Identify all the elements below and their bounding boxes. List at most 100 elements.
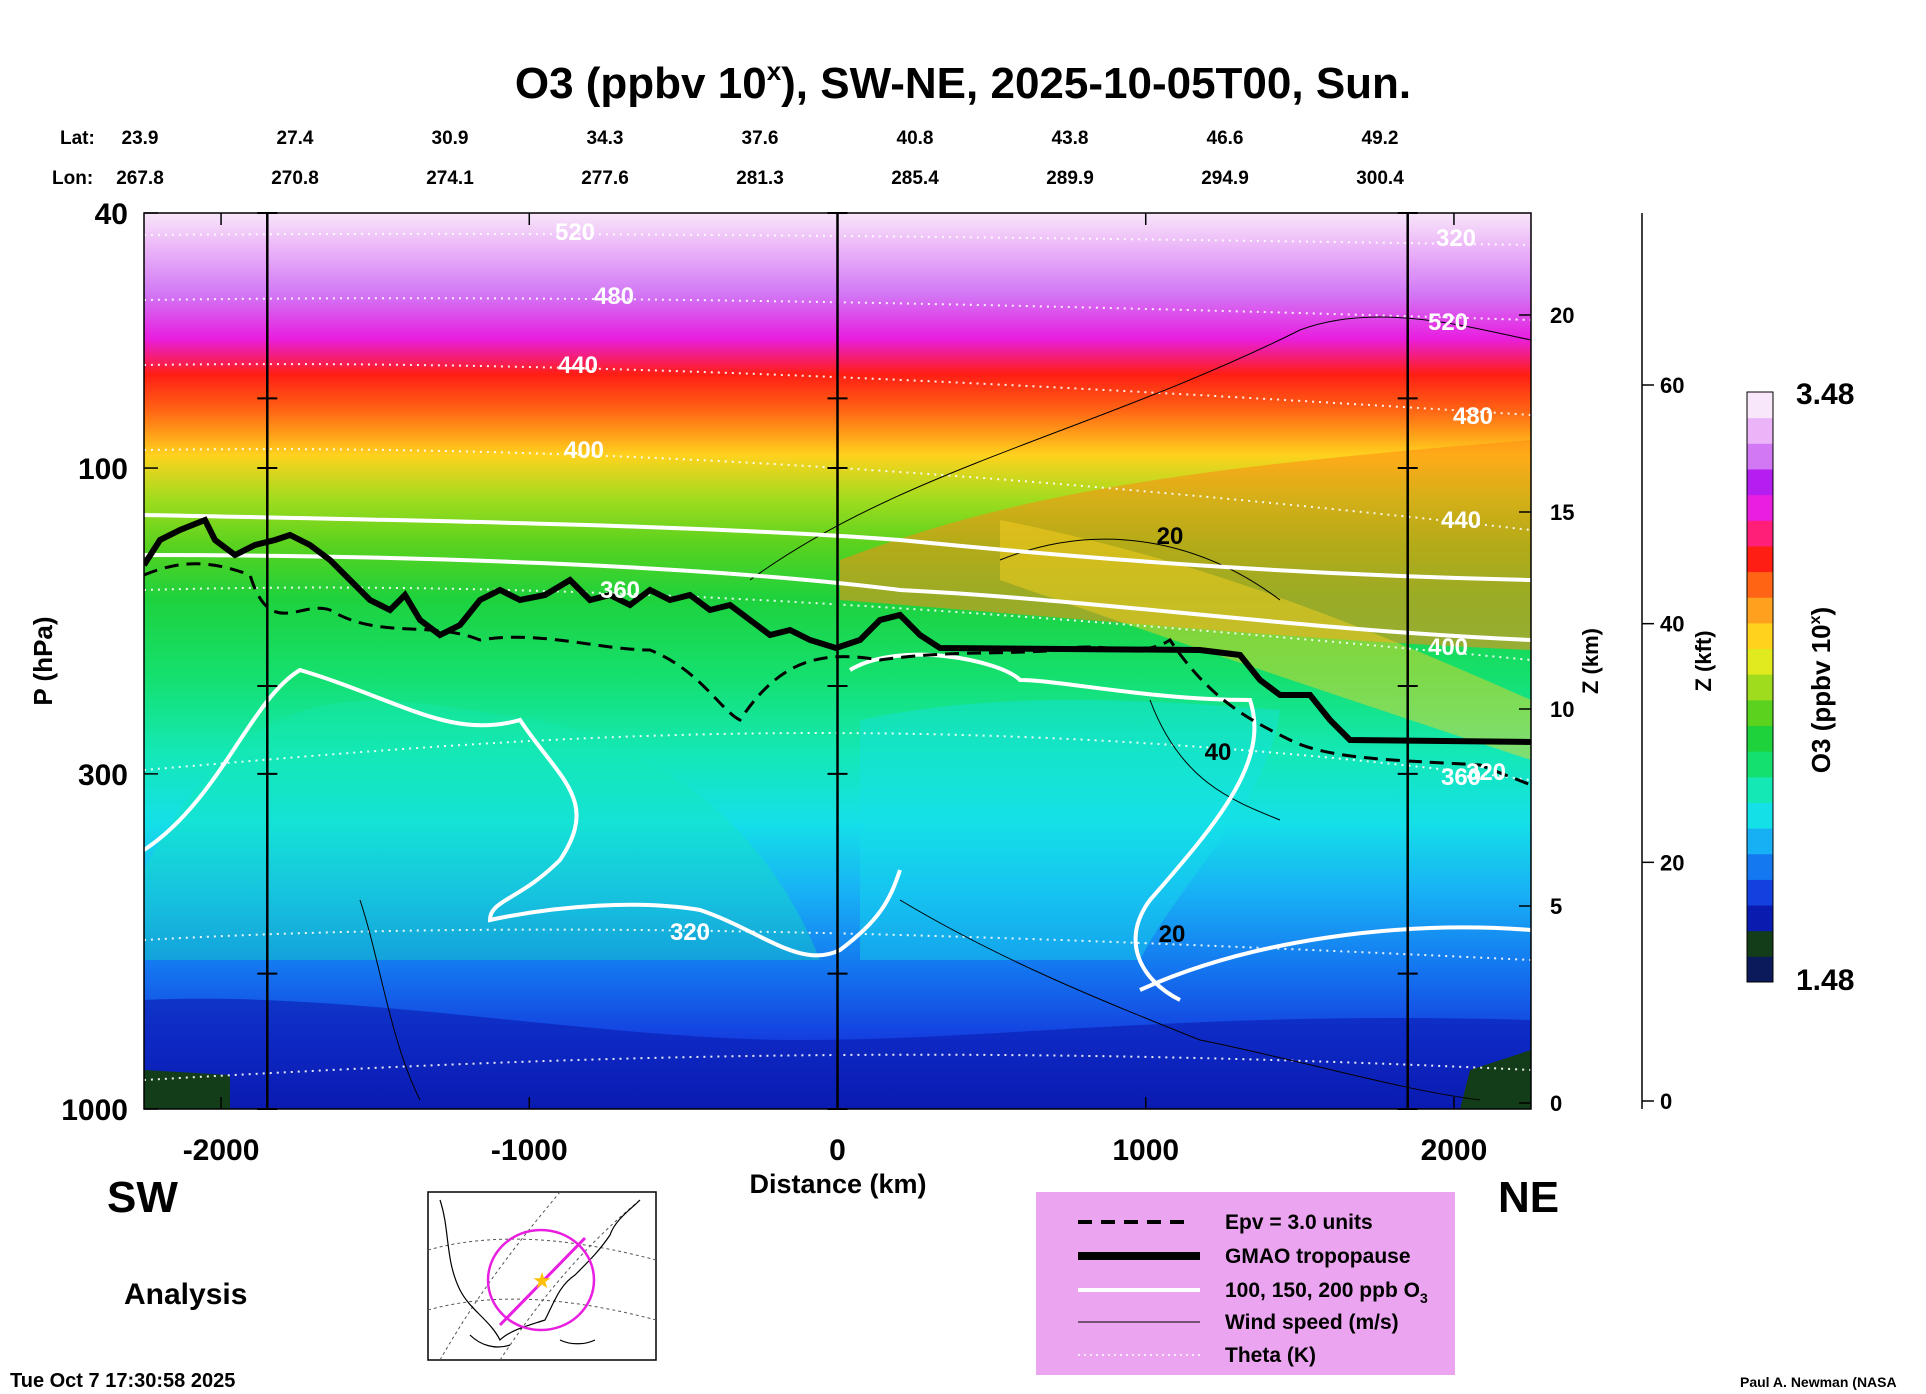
theta-contour-label: 360: [600, 577, 640, 604]
theta-contour-label: 320: [1436, 225, 1476, 252]
theta-320: [144, 732, 1531, 781]
lon-tick-label: 289.9: [1046, 168, 1094, 189]
colorbar-swatch: [1747, 828, 1773, 855]
lat-label: Lat:: [60, 128, 95, 149]
lon-tick-label: 285.4: [891, 168, 939, 189]
lon-label: Lon:: [52, 168, 93, 189]
map-center-star-icon: ★: [532, 1268, 552, 1293]
theta-contour-label: 440: [558, 352, 598, 379]
lon-tick-label: 281.3: [736, 168, 784, 189]
map-frame: [427, 1191, 657, 1361]
colorbar-title: O3 (ppbv 10x): [1806, 607, 1836, 773]
ozone-intrusion-yellow: [1000, 520, 1531, 760]
colorbar-swatch: [1747, 468, 1773, 496]
z-kft-tick-label: 20: [1660, 850, 1684, 875]
x-tick-label: 1000: [1112, 1134, 1179, 1167]
theta-300: [144, 1053, 1531, 1081]
lat-tick-label: 30.9: [432, 128, 469, 149]
o3-100ppb-ne: [848, 652, 1257, 1002]
theta-contour-label: 440: [1441, 507, 1481, 534]
y-tick-label: 40: [95, 198, 128, 231]
colorbar-swatch: [1747, 879, 1773, 906]
colorbar-min-label: 1.48: [1796, 964, 1854, 997]
wind-20-upper: [749, 316, 1531, 581]
colorbar-swatch: [1747, 725, 1773, 752]
wind-contour-label: 40: [1205, 739, 1232, 766]
colorbar-swatch: [1747, 417, 1773, 444]
timestamp: Tue Oct 7 17:30:58 2025: [10, 1370, 235, 1392]
map-coastlines: [439, 1199, 641, 1348]
colorbar-swatch: [1747, 494, 1773, 521]
legend-o3-ppb-label: 100, 150, 200 ppb O3: [1225, 1279, 1428, 1306]
wind-contour-labels: 20 40 20: [1157, 523, 1232, 948]
colorbar-swatches: [1747, 392, 1773, 983]
colorbar-swatch: [1747, 956, 1773, 983]
colorbar-swatch: [1747, 571, 1773, 598]
x-tick-label: 2000: [1421, 1134, 1488, 1167]
colorbar-frame: [1746, 391, 1774, 983]
theta-400: [144, 448, 1531, 531]
wind-contours: [359, 316, 1531, 1101]
colorbar-swatch: [1747, 545, 1773, 573]
o3-150ppb: [144, 553, 1531, 642]
low-ozone-region-ne: [860, 700, 1280, 960]
lat-tick-label: 27.4: [277, 128, 314, 149]
inset-map: ★: [427, 1191, 657, 1361]
colorbar-swatch: [1747, 597, 1773, 624]
theta-contour-label: 400: [564, 437, 604, 464]
theta-contour-label: 520: [555, 219, 595, 246]
colorbar-swatch: [1747, 699, 1773, 726]
colorbar-swatch: [1747, 674, 1773, 701]
map-track-line: [498, 1236, 587, 1327]
lat-tick-label: 40.8: [897, 128, 934, 149]
x-tick-label: -1000: [491, 1134, 568, 1167]
z-kft-tick-label: 0: [1660, 1089, 1672, 1114]
axes: -2000 -1000 0 1000 2000 40 100 300 1000 0 5 10 15 20 0…: [61, 198, 1684, 1167]
epv-3-line: [144, 562, 1531, 787]
colorbar-swatch: [1747, 622, 1773, 650]
sw-label: SW: [107, 1173, 178, 1222]
theta-contour-label: 320: [1466, 759, 1506, 786]
z-km-tick-label: 5: [1550, 894, 1562, 919]
lat-tick-label: 43.8: [1052, 128, 1089, 149]
colorbar-max-label: 3.48: [1796, 378, 1854, 411]
o3-200ppb: [144, 513, 1531, 582]
map-graticule: [427, 1191, 657, 1361]
lat-lon-ticks: 23.9 27.4 30.9 34.3 37.6 40.8 43.8 46.6 49.2 267.…: [116, 128, 1404, 189]
colorbar-swatch: [1747, 751, 1773, 778]
colorbar: 3.48 1.48 O3 (ppbv 10x): [1746, 378, 1854, 997]
z-km-tick-label: 10: [1550, 697, 1574, 722]
lon-tick-label: 270.8: [271, 168, 319, 189]
y-tick-label: 1000: [61, 1094, 128, 1127]
theta-contour-label: 520: [1428, 309, 1468, 336]
z-kft-tick-label: 40: [1660, 612, 1684, 637]
z-kft-tick-label: 60: [1660, 373, 1684, 398]
colorbar-swatch: [1747, 905, 1773, 932]
y-tick-label: 100: [78, 453, 128, 486]
lat-tick-label: 23.9: [122, 128, 159, 149]
colorbar-swatch: [1747, 802, 1773, 829]
wind-20-lower: [899, 899, 1481, 1101]
colorbar-swatch: [1747, 443, 1773, 470]
lon-tick-label: 277.6: [581, 168, 629, 189]
theta-contour-label: 320: [670, 919, 710, 946]
lon-tick-label: 267.8: [116, 168, 164, 189]
theta-contour-label: 480: [1453, 403, 1493, 430]
z-kft-axis-label: Z (kft): [1691, 630, 1716, 691]
o3-ppb-contours: [144, 513, 1531, 1002]
y-axis-label: P (hPa): [28, 616, 58, 705]
legend-epv-label: Epv = 3.0 units: [1225, 1211, 1373, 1234]
z-km-axis-label: Z (km): [1578, 628, 1603, 694]
colorbar-swatch: [1747, 853, 1773, 880]
colorbar-swatch: [1747, 392, 1773, 419]
gmao-tropopause-line: [144, 516, 1531, 745]
o3-100ppb-sw: [144, 667, 902, 958]
o3-100ppb-low: [1139, 925, 1531, 992]
legend: Epv = 3.0 units GMAO tropopause 100, 150…: [1036, 1192, 1455, 1375]
wind-contour-label: 20: [1159, 921, 1186, 948]
map-range-circle: [486, 1228, 596, 1332]
low-ozone-region: [144, 700, 820, 960]
colorbar-swatch: [1747, 776, 1773, 803]
dark-green-patch-sw: [144, 1070, 230, 1109]
